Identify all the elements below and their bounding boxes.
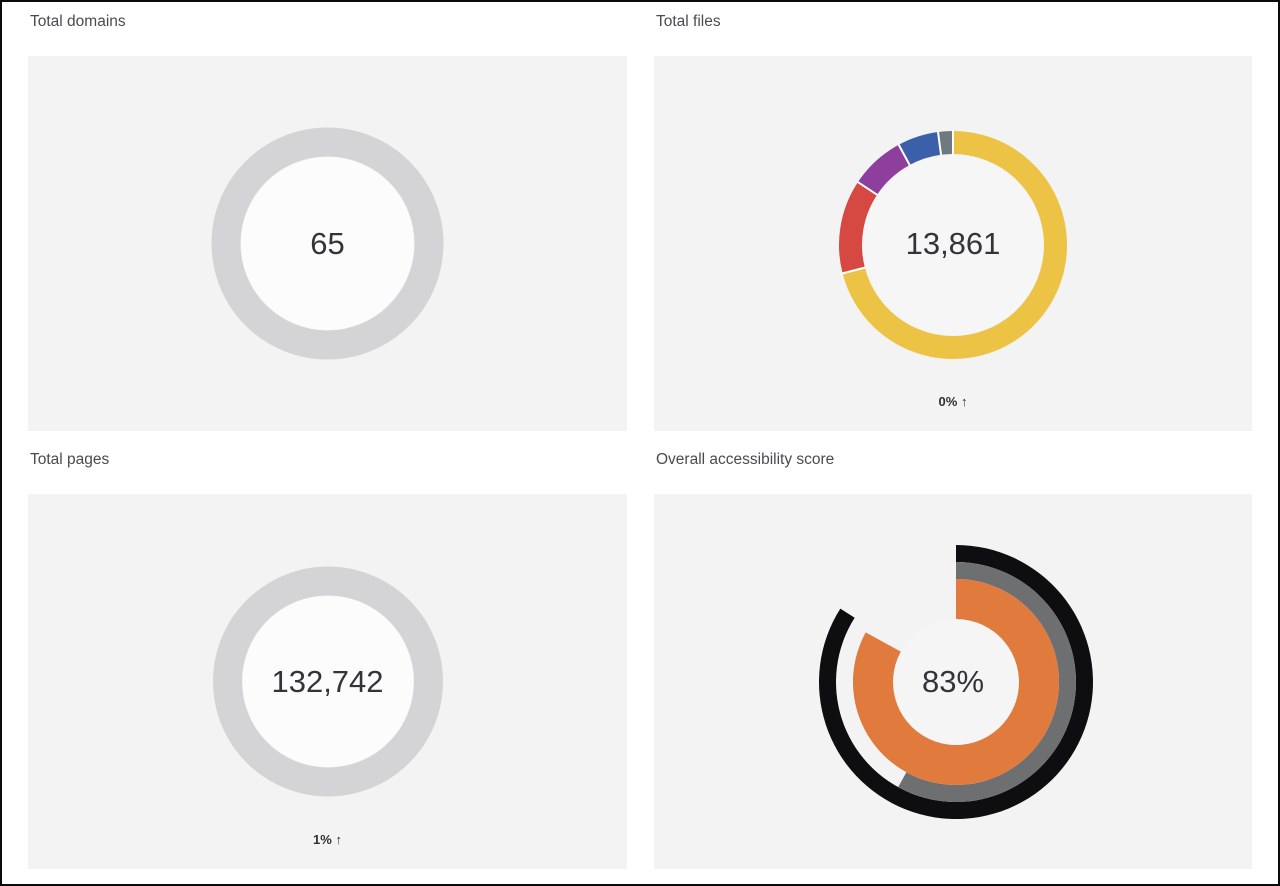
accessibility-score-title: Overall accessibility score [656,451,835,468]
total-pages-delta: 1% ↑ [313,832,342,847]
total-files-donut-chart [839,130,1067,359]
accessibility-score-gauge-chart [819,545,1093,819]
accessibility-score-value: 83% [921,663,985,699]
total-files-panel: 13,861 0% ↑ [654,56,1252,431]
accessibility-score-group: Overall accessibility score 83% [654,451,1252,869]
total-pages-donut-chart [213,566,443,797]
total-domains-group: Total domains 65 [28,13,627,431]
total-pages-title: Total pages [30,451,110,468]
total-domains-donut-chart [211,127,444,360]
total-files-value: 13,861 [905,225,1001,261]
total-pages-group: Total pages 132,742 1% ↑ [28,451,627,869]
total-domains-value: 65 [310,225,345,261]
total-files-group: Total files 13,861 0% ↑ [654,13,1252,431]
total-files-delta: 0% ↑ [938,394,968,409]
accessibility-score-panel: 83% [654,494,1252,869]
total-domains-title: Total domains [30,13,126,30]
total-files-title: Total files [656,13,721,30]
dashboard-grid: Total domains 65 Total files 13,861 0% ↑… [28,13,1252,869]
total-domains-panel: 65 [28,56,627,431]
total-pages-value: 132,742 [271,663,384,699]
total-pages-panel: 132,742 1% ↑ [28,494,627,869]
